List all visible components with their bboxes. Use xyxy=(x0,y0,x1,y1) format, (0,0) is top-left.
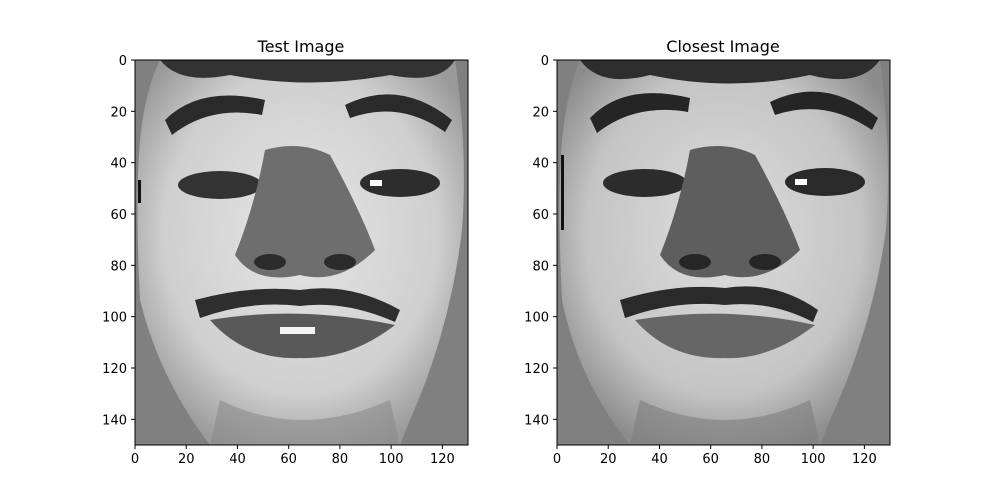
x-tick-label: 40 xyxy=(651,452,668,467)
right-eyebrow xyxy=(345,94,452,132)
mouth xyxy=(635,313,815,359)
left-eyebrow xyxy=(590,93,690,133)
y-tick-label: 140 xyxy=(102,413,127,428)
x-axis-ticks: 0 20 40 60 80 100 120 xyxy=(131,445,455,467)
x-tick-label: 80 xyxy=(332,452,349,467)
edge-artifact xyxy=(138,180,141,203)
nostril-right xyxy=(749,254,781,270)
test-image xyxy=(135,60,468,445)
y-tick-label: 60 xyxy=(532,208,549,223)
y-tick-label: 100 xyxy=(102,311,127,326)
mouth xyxy=(210,313,395,359)
nose xyxy=(660,146,800,278)
x-tick-label: 20 xyxy=(178,452,195,467)
panel-title: Closest Image xyxy=(666,37,779,56)
x-tick-label: 120 xyxy=(430,452,455,467)
y-tick-label: 40 xyxy=(110,157,127,172)
left-eye xyxy=(603,169,687,197)
chin-shadow xyxy=(210,400,400,445)
y-tick-label: 140 xyxy=(524,413,549,428)
panel-title: Test Image xyxy=(257,37,345,56)
y-tick-label: 80 xyxy=(110,259,127,274)
y-tick-label: 120 xyxy=(102,362,127,377)
y-tick-label: 80 xyxy=(532,259,549,274)
x-tick-label: 120 xyxy=(852,452,877,467)
x-tick-label: 60 xyxy=(702,452,719,467)
axes-frame xyxy=(556,59,891,446)
left-eye xyxy=(178,171,262,199)
y-tick-label: 20 xyxy=(532,105,549,120)
x-tick-label: 40 xyxy=(229,452,246,467)
nostril-right xyxy=(324,254,356,270)
nostril-left xyxy=(679,254,711,270)
right-eyebrow xyxy=(770,91,878,130)
x-axis-ticks: 0 20 40 60 80 100 120 xyxy=(553,445,877,467)
eye-highlight xyxy=(795,179,807,185)
mustache xyxy=(620,286,818,322)
axes-frame xyxy=(134,59,469,446)
edge-artifact xyxy=(561,155,564,230)
chin-shadow xyxy=(630,400,820,445)
y-tick-label: 20 xyxy=(110,105,127,120)
x-tick-label: 80 xyxy=(754,452,771,467)
y-axis-ticks: 0 20 40 60 80 100 120 140 xyxy=(524,54,557,428)
y-tick-label: 0 xyxy=(119,54,127,69)
y-tick-label: 0 xyxy=(541,54,549,69)
nose xyxy=(235,146,375,278)
x-tick-label: 100 xyxy=(801,452,826,467)
x-tick-label: 0 xyxy=(553,452,561,467)
x-tick-label: 100 xyxy=(379,452,404,467)
x-tick-label: 0 xyxy=(131,452,139,467)
right-eye xyxy=(785,168,865,196)
x-tick-label: 20 xyxy=(600,452,617,467)
left-eyebrow xyxy=(165,95,265,135)
y-axis-ticks: 0 20 40 60 80 100 120 140 xyxy=(102,54,135,428)
right-eye xyxy=(360,169,440,197)
hair xyxy=(160,60,455,83)
y-tick-label: 120 xyxy=(524,362,549,377)
closest-image-panel: 0 20 40 60 80 100 120 0 20 40 60 80 100 120 140 Close… xyxy=(524,37,891,467)
mustache xyxy=(195,288,400,322)
hair xyxy=(580,60,880,84)
test-image-panel: 0 20 40 60 80 100 120 0 20 40 60 80 100 120 140 Test … xyxy=(102,37,469,467)
y-tick-label: 60 xyxy=(110,208,127,223)
teeth xyxy=(280,327,315,334)
nostril-left xyxy=(254,254,286,270)
y-tick-label: 100 xyxy=(524,311,549,326)
eye-highlight xyxy=(370,180,382,186)
closest-image xyxy=(557,60,890,445)
y-tick-label: 40 xyxy=(532,157,549,172)
x-tick-label: 60 xyxy=(280,452,297,467)
